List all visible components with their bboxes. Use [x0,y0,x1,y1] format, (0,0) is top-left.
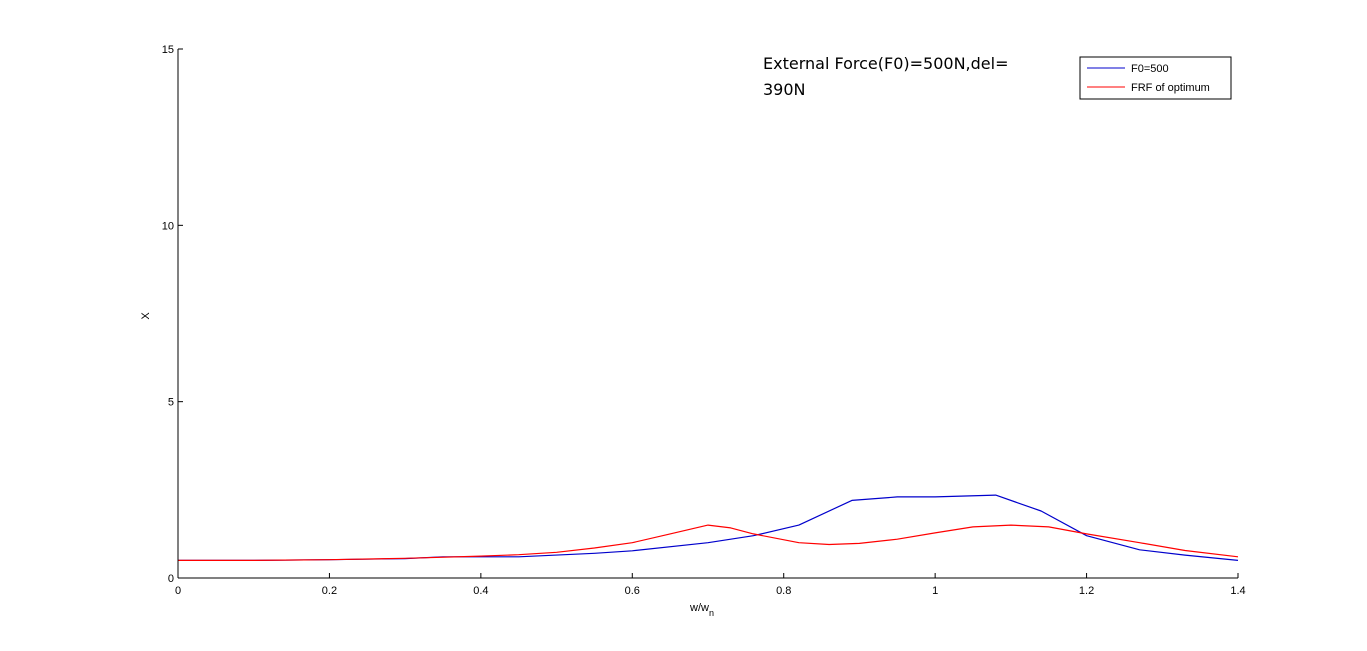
y-tick-label: 15 [162,44,174,56]
y-ticks: 0 5 10 15 [162,44,183,585]
y-tick-label: 0 [168,573,174,585]
y-axis-label: X [140,312,152,320]
x-tick-label: 1.2 [1079,585,1094,597]
x-tick-label: 0.8 [776,585,791,597]
y-tick-label: 10 [162,220,174,232]
y-tick-label: 5 [168,397,174,409]
x-axis-label: w/wn [689,602,714,618]
x-tick-label: 1 [932,585,938,597]
legend-entry-f0-500: F0=500 [1131,63,1169,75]
x-tick-label: 0.4 [473,585,488,597]
annotation-line-2: 390N [763,80,806,99]
annotation-line-1: External Force(F0)=500N,del= [763,54,1008,73]
x-axis-label-subscript: n [709,608,714,618]
legend: F0=500 FRF of optimum [1079,56,1232,100]
x-tick-label: 0.2 [322,585,337,597]
x-ticks: 0 0.2 0.4 0.6 0.8 1 1.2 1.4 [175,573,1246,597]
x-tick-label: 1.4 [1230,585,1245,597]
series-layer [178,494,1239,562]
legend-entry-frf-optimum: FRF of optimum [1131,82,1210,94]
x-axis-label-main: w/w [689,602,709,614]
axes [177,49,1238,579]
legend-box [1079,56,1232,100]
x-tick-label: 0.6 [625,585,640,597]
plot-area [178,49,1238,578]
series-line-frf-of-optimum [178,524,1239,562]
x-tick-label: 0 [175,585,181,597]
